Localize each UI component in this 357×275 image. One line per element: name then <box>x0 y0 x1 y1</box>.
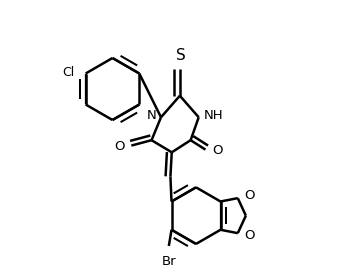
Text: NH: NH <box>203 109 223 122</box>
Text: O: O <box>245 229 255 242</box>
Text: Cl: Cl <box>62 66 75 79</box>
Text: O: O <box>212 144 223 158</box>
Text: S: S <box>176 48 186 63</box>
Text: Br: Br <box>161 255 176 268</box>
Text: O: O <box>114 141 125 153</box>
Text: N: N <box>146 109 156 122</box>
Text: O: O <box>245 189 255 202</box>
